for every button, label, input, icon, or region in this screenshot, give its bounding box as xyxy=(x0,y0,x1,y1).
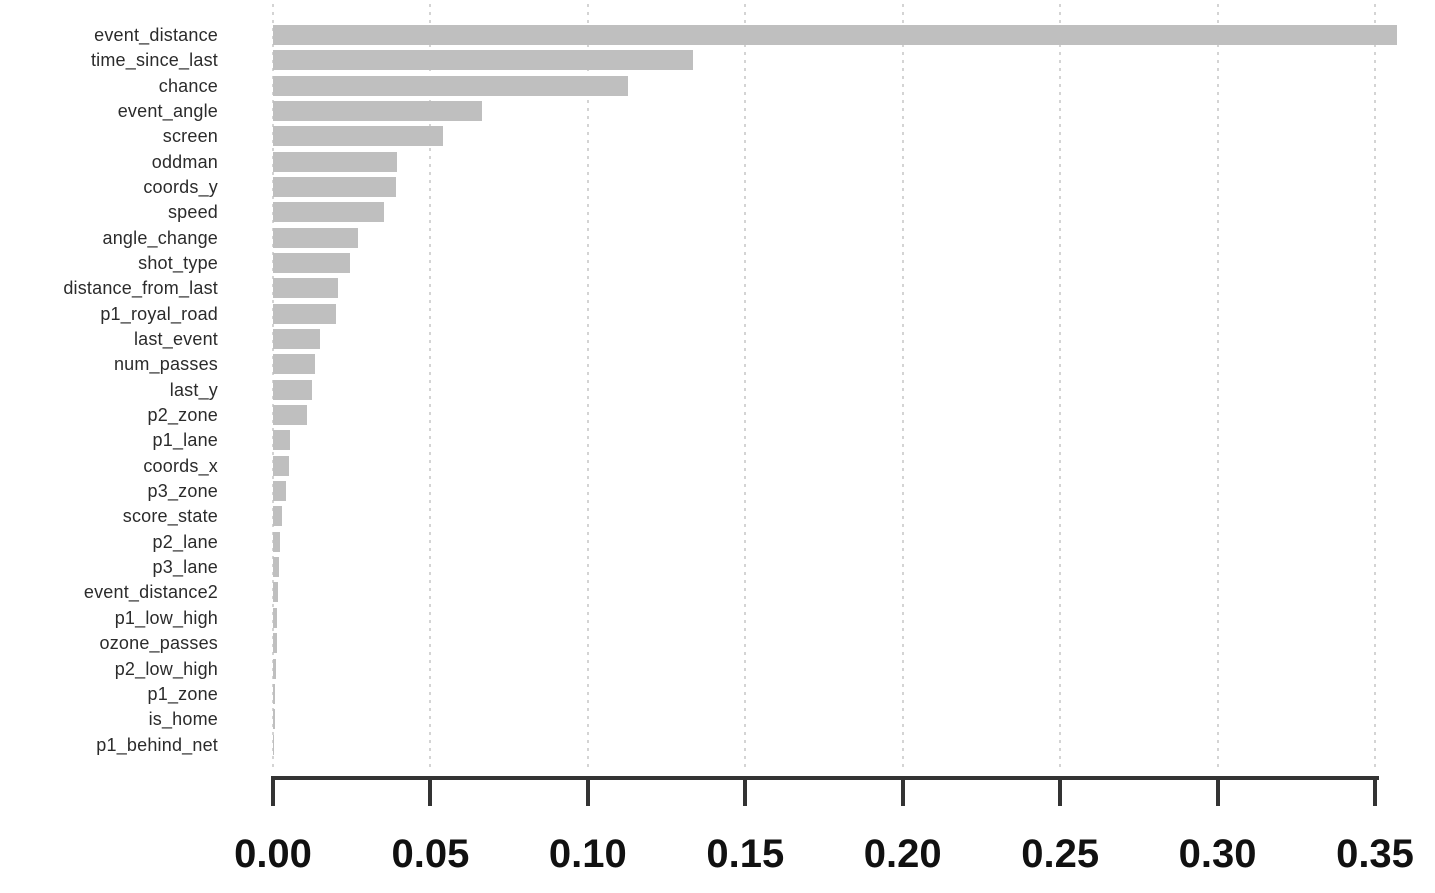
x-tick xyxy=(1373,776,1377,806)
category-label-ozone_passes: ozone_passes xyxy=(99,633,218,654)
x-tick xyxy=(900,776,905,806)
x-tick-label: 0.20 xyxy=(863,832,942,876)
gridline xyxy=(744,4,747,772)
x-tick-label: 0.15 xyxy=(706,832,785,876)
category-label-screen: screen xyxy=(162,126,218,147)
bar-p1_lane xyxy=(273,430,291,451)
gridline xyxy=(429,4,432,772)
bar-p2_low_high xyxy=(273,658,276,679)
bar-p1_zone xyxy=(273,683,275,704)
bar-event_distance xyxy=(273,25,1398,45)
category-label-coords_y: coords_y xyxy=(143,177,218,198)
x-axis-line xyxy=(271,776,1379,780)
bar-p2_zone xyxy=(273,405,307,426)
category-label-last_y: last_y xyxy=(169,379,218,400)
bar-coords_y xyxy=(273,177,397,198)
gridline xyxy=(1216,4,1219,772)
category-label-event_angle: event_angle xyxy=(117,101,218,122)
bar-p3_lane xyxy=(273,557,279,578)
bar-oddman xyxy=(273,151,398,172)
x-tick xyxy=(1058,776,1063,806)
category-label-last_event: last_event xyxy=(133,329,218,350)
category-label-p1_low_high: p1_low_high xyxy=(114,607,218,628)
category-label-time_since_last: time_since_last xyxy=(90,50,218,71)
x-tick-label: 0.00 xyxy=(234,832,312,876)
bar-last_y xyxy=(273,379,313,400)
x-tick-label: 0.05 xyxy=(391,832,470,876)
x-tick-label: 0.30 xyxy=(1178,832,1257,876)
bar-ozone_passes xyxy=(273,633,278,654)
category-label-p1_behind_net: p1_behind_net xyxy=(96,734,218,755)
bar-p1_behind_net xyxy=(273,734,275,755)
x-tick xyxy=(743,776,748,806)
bar-is_home xyxy=(273,709,275,730)
x-tick xyxy=(1215,776,1220,806)
bar-p1_low_high xyxy=(273,607,278,628)
category-label-p1_royal_road: p1_royal_road xyxy=(100,303,218,324)
x-tick-label: 0.35 xyxy=(1336,832,1414,876)
bar-shot_type xyxy=(273,253,351,274)
category-label-distance_from_last: distance_from_last xyxy=(63,278,218,299)
x-tick xyxy=(271,776,275,806)
gridline xyxy=(901,4,904,772)
bar-angle_change xyxy=(273,227,358,248)
gridline xyxy=(1059,4,1062,772)
bar-p1_royal_road xyxy=(273,303,336,324)
category-label-score_state: score_state xyxy=(122,506,218,527)
category-label-p2_zone: p2_zone xyxy=(147,405,218,426)
bar-coords_x xyxy=(273,455,290,476)
category-label-p3_lane: p3_lane xyxy=(152,557,218,578)
gridline xyxy=(586,4,589,772)
category-label-p3_zone: p3_zone xyxy=(147,481,218,502)
bar-p3_zone xyxy=(273,481,287,502)
bar-chance xyxy=(273,75,629,96)
category-label-chance: chance xyxy=(158,75,218,96)
bar-score_state xyxy=(273,506,283,527)
bar-screen xyxy=(273,126,444,147)
x-tick-label: 0.25 xyxy=(1021,832,1100,876)
category-label-p2_lane: p2_lane xyxy=(152,531,218,552)
bar-last_event xyxy=(273,329,320,350)
bar-distance_from_last xyxy=(273,278,338,299)
x-tick-label: 0.10 xyxy=(548,832,627,876)
category-label-p1_zone: p1_zone xyxy=(147,683,218,704)
category-label-is_home: is_home xyxy=(148,709,218,730)
category-label-oddman: oddman xyxy=(151,151,218,172)
x-tick xyxy=(585,776,590,806)
gridline xyxy=(1374,4,1376,772)
x-tick xyxy=(428,776,433,806)
bar-p2_lane xyxy=(273,531,280,552)
category-label-num_passes: num_passes xyxy=(113,354,218,375)
bar-time_since_last xyxy=(273,50,694,71)
bar-num_passes xyxy=(273,354,316,375)
bar-event_distance2 xyxy=(273,582,279,603)
category-label-shot_type: shot_type xyxy=(138,253,218,274)
category-label-event_distance: event_distance xyxy=(94,25,218,45)
category-label-p1_lane: p1_lane xyxy=(152,430,218,451)
category-label-speed: speed xyxy=(167,202,218,223)
category-label-p2_low_high: p2_low_high xyxy=(114,658,218,679)
category-label-event_distance2: event_distance2 xyxy=(83,582,218,603)
category-label-coords_x: coords_x xyxy=(143,455,218,476)
bar-speed xyxy=(273,202,385,223)
category-label-angle_change: angle_change xyxy=(102,227,218,248)
bar-event_angle xyxy=(273,101,483,122)
